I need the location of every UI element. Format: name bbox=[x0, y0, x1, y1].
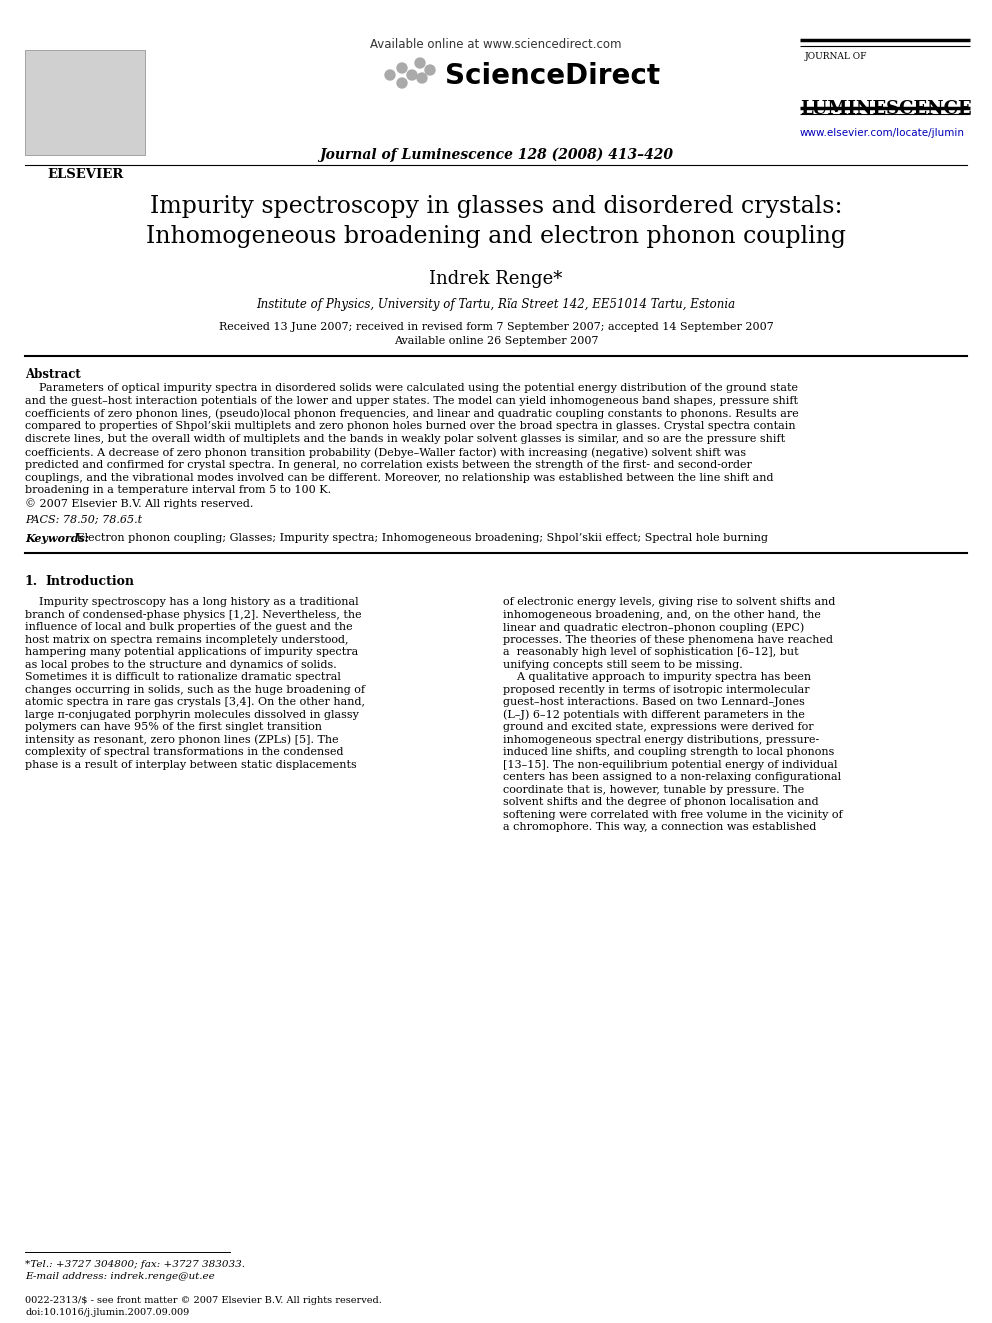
Text: linear and quadratic electron–phonon coupling (EPC): linear and quadratic electron–phonon cou… bbox=[503, 622, 805, 632]
Text: Received 13 June 2007; received in revised form 7 September 2007; accepted 14 Se: Received 13 June 2007; received in revis… bbox=[218, 321, 774, 332]
Text: compared to properties of Shpol’skii multiplets and zero phonon holes burned ove: compared to properties of Shpol’skii mul… bbox=[25, 422, 796, 431]
Text: a chromophore. This way, a connection was established: a chromophore. This way, a connection wa… bbox=[503, 822, 816, 832]
Text: 1.: 1. bbox=[25, 576, 38, 587]
Text: predicted and confirmed for crystal spectra. In general, no correlation exists b: predicted and confirmed for crystal spec… bbox=[25, 460, 752, 470]
Text: (L–J) 6–12 potentials with different parameters in the: (L–J) 6–12 potentials with different par… bbox=[503, 709, 805, 720]
Circle shape bbox=[385, 70, 395, 79]
Text: Impurity spectroscopy has a long history as a traditional: Impurity spectroscopy has a long history… bbox=[25, 597, 359, 607]
Text: polymers can have 95% of the first singlet transition: polymers can have 95% of the first singl… bbox=[25, 722, 322, 732]
Text: PACS: 78.50; 78.65.t: PACS: 78.50; 78.65.t bbox=[25, 515, 142, 525]
Text: atomic spectra in rare gas crystals [3,4]. On the other hand,: atomic spectra in rare gas crystals [3,4… bbox=[25, 697, 365, 706]
Text: ScienceDirect: ScienceDirect bbox=[445, 62, 660, 90]
Text: centers has been assigned to a non-relaxing configurational: centers has been assigned to a non-relax… bbox=[503, 773, 841, 782]
Text: unifying concepts still seem to be missing.: unifying concepts still seem to be missi… bbox=[503, 659, 743, 669]
Circle shape bbox=[407, 70, 417, 79]
Text: Electron phonon coupling; Glasses; Impurity spectra; Inhomogeneous broadening; S: Electron phonon coupling; Glasses; Impur… bbox=[73, 533, 768, 542]
Text: branch of condensed-phase physics [1,2]. Nevertheless, the: branch of condensed-phase physics [1,2].… bbox=[25, 610, 362, 619]
Text: host matrix on spectra remains incompletely understood,: host matrix on spectra remains incomplet… bbox=[25, 635, 348, 644]
Circle shape bbox=[397, 78, 407, 89]
Text: coordinate that is, however, tunable by pressure. The: coordinate that is, however, tunable by … bbox=[503, 785, 805, 795]
Text: inhomogeneous broadening, and, on the other hand, the: inhomogeneous broadening, and, on the ot… bbox=[503, 610, 820, 619]
Text: discrete lines, but the overall width of multiplets and the bands in weakly pola: discrete lines, but the overall width of… bbox=[25, 434, 785, 445]
Text: *Tel.: +3727 304800; fax: +3727 383033.: *Tel.: +3727 304800; fax: +3727 383033. bbox=[25, 1259, 245, 1269]
Text: Impurity spectroscopy in glasses and disordered crystals:: Impurity spectroscopy in glasses and dis… bbox=[150, 194, 842, 218]
Text: influence of local and bulk properties of the guest and the: influence of local and bulk properties o… bbox=[25, 622, 352, 632]
Text: 0022-2313/$ - see front matter © 2007 Elsevier B.V. All rights reserved.: 0022-2313/$ - see front matter © 2007 El… bbox=[25, 1297, 382, 1304]
Text: Abstract: Abstract bbox=[25, 368, 80, 381]
Text: a  reasonably high level of sophistication [6–12], but: a reasonably high level of sophisticatio… bbox=[503, 647, 799, 658]
Text: ELSEVIER: ELSEVIER bbox=[47, 168, 123, 181]
Text: Indrek Renge*: Indrek Renge* bbox=[430, 270, 562, 288]
Text: processes. The theories of these phenomena have reached: processes. The theories of these phenome… bbox=[503, 635, 833, 644]
Text: broadening in a temperature interval from 5 to 100 K.: broadening in a temperature interval fro… bbox=[25, 486, 331, 495]
Text: JOURNAL OF: JOURNAL OF bbox=[805, 52, 867, 61]
Text: phase is a result of interplay between static displacements: phase is a result of interplay between s… bbox=[25, 759, 357, 770]
Text: Available online 26 September 2007: Available online 26 September 2007 bbox=[394, 336, 598, 347]
Text: intensity as resonant, zero phonon lines (ZPLs) [5]. The: intensity as resonant, zero phonon lines… bbox=[25, 734, 338, 745]
Text: Inhomogeneous broadening and electron phonon coupling: Inhomogeneous broadening and electron ph… bbox=[146, 225, 846, 247]
Text: Introduction: Introduction bbox=[45, 576, 134, 587]
Text: Journal of Luminescence 128 (2008) 413–420: Journal of Luminescence 128 (2008) 413–4… bbox=[319, 148, 673, 163]
Text: proposed recently in terms of isotropic intermolecular: proposed recently in terms of isotropic … bbox=[503, 684, 809, 695]
Bar bbox=[25, 50, 145, 155]
Text: guest–host interactions. Based on two Lennard–Jones: guest–host interactions. Based on two Le… bbox=[503, 697, 805, 706]
Circle shape bbox=[417, 73, 427, 83]
Text: and the guest–host interaction potentials of the lower and upper states. The mod: and the guest–host interaction potential… bbox=[25, 396, 798, 406]
Text: softening were correlated with free volume in the vicinity of: softening were correlated with free volu… bbox=[503, 810, 842, 819]
Text: solvent shifts and the degree of phonon localisation and: solvent shifts and the degree of phonon … bbox=[503, 796, 818, 807]
Text: E-mail address: indrek.renge@ut.ee: E-mail address: indrek.renge@ut.ee bbox=[25, 1271, 214, 1281]
Text: couplings, and the vibrational modes involved can be different. Moreover, no rel: couplings, and the vibrational modes inv… bbox=[25, 472, 774, 483]
Text: LUMINESCENCE: LUMINESCENCE bbox=[800, 101, 971, 118]
Text: large π-conjugated porphyrin molecules dissolved in glassy: large π-conjugated porphyrin molecules d… bbox=[25, 709, 359, 720]
Text: doi:10.1016/j.jlumin.2007.09.009: doi:10.1016/j.jlumin.2007.09.009 bbox=[25, 1308, 189, 1316]
Text: Parameters of optical impurity spectra in disordered solids were calculated usin: Parameters of optical impurity spectra i… bbox=[25, 382, 798, 393]
Text: changes occurring in solids, such as the huge broadening of: changes occurring in solids, such as the… bbox=[25, 684, 365, 695]
Text: as local probes to the structure and dynamics of solids.: as local probes to the structure and dyn… bbox=[25, 659, 336, 669]
Text: © 2007 Elsevier B.V. All rights reserved.: © 2007 Elsevier B.V. All rights reserved… bbox=[25, 499, 253, 509]
Text: A qualitative approach to impurity spectra has been: A qualitative approach to impurity spect… bbox=[503, 672, 811, 681]
Text: coefficients. A decrease of zero phonon transition probability (Debye–Waller fac: coefficients. A decrease of zero phonon … bbox=[25, 447, 746, 458]
Circle shape bbox=[415, 58, 425, 67]
Text: www.elsevier.com/locate/jlumin: www.elsevier.com/locate/jlumin bbox=[800, 128, 965, 138]
Text: ground and excited state, expressions were derived for: ground and excited state, expressions we… bbox=[503, 722, 813, 732]
Text: Keywords:: Keywords: bbox=[25, 533, 89, 544]
Text: Available online at www.sciencedirect.com: Available online at www.sciencedirect.co… bbox=[370, 38, 622, 52]
Text: of electronic energy levels, giving rise to solvent shifts and: of electronic energy levels, giving rise… bbox=[503, 597, 835, 607]
Text: hampering many potential applications of impurity spectra: hampering many potential applications of… bbox=[25, 647, 358, 658]
Text: inhomogeneous spectral energy distributions, pressure-: inhomogeneous spectral energy distributi… bbox=[503, 734, 819, 745]
Text: Sometimes it is difficult to rationalize dramatic spectral: Sometimes it is difficult to rationalize… bbox=[25, 672, 341, 681]
Text: induced line shifts, and coupling strength to local phonons: induced line shifts, and coupling streng… bbox=[503, 747, 834, 757]
Circle shape bbox=[425, 65, 435, 75]
Text: coefficients of zero phonon lines, (pseudo)local phonon frequencies, and linear : coefficients of zero phonon lines, (pseu… bbox=[25, 409, 799, 419]
Text: Institute of Physics, University of Tartu, Rïa Street 142, EE51014 Tartu, Estoni: Institute of Physics, University of Tart… bbox=[257, 298, 735, 311]
Text: complexity of spectral transformations in the condensed: complexity of spectral transformations i… bbox=[25, 747, 343, 757]
Text: [13–15]. The non-equilibrium potential energy of individual: [13–15]. The non-equilibrium potential e… bbox=[503, 759, 837, 770]
Circle shape bbox=[397, 64, 407, 73]
